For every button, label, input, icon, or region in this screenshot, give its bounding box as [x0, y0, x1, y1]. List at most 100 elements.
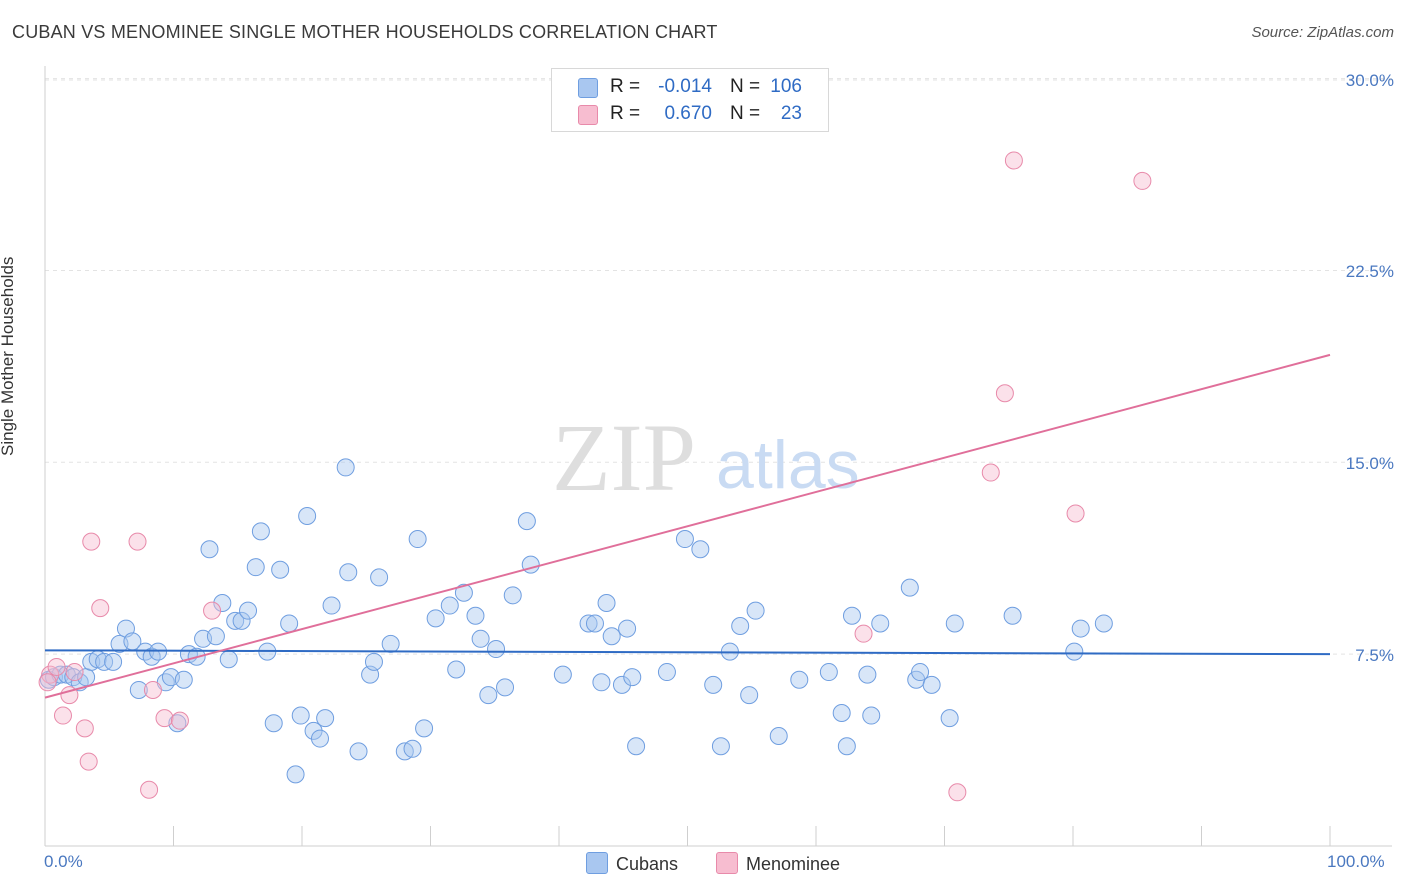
data-point-cubans — [746, 601, 765, 620]
chart-title: CUBAN VS MENOMINEE SINGLE MOTHER HOUSEHO… — [12, 22, 718, 42]
data-point-cubans — [403, 739, 422, 758]
data-point-cubans — [862, 706, 881, 725]
data-point-cubans — [251, 522, 270, 541]
data-point-cubans — [553, 665, 572, 684]
data-point-cubans — [842, 606, 861, 625]
data-point-cubans — [503, 586, 522, 605]
watermark-atlas: atlas — [716, 427, 860, 503]
y-tick-label: 22.5% — [1345, 262, 1394, 282]
correlation-legend: R = -0.014 N = 106 R = 0.670 N = 23 — [551, 68, 829, 132]
data-point-cubans — [623, 668, 642, 687]
watermark-zip: ZIP — [552, 404, 696, 511]
data-point-cubans — [286, 765, 305, 784]
data-point-menominee — [91, 599, 110, 618]
data-point-menominee — [53, 706, 72, 725]
legend-r-value: 0.670 — [664, 103, 712, 124]
legend-row-cubans: R = -0.014 N = 106 — [552, 74, 828, 100]
y-tick-label: 15.0% — [1345, 454, 1394, 474]
data-point-cubans — [466, 606, 485, 625]
data-point-cubans — [627, 737, 646, 756]
data-point-cubans — [298, 507, 317, 526]
data-point-cubans — [832, 703, 851, 722]
data-point-cubans — [291, 706, 310, 725]
data-point-cubans — [1094, 614, 1113, 633]
data-point-menominee — [82, 532, 101, 551]
data-point-cubans — [940, 709, 959, 728]
data-point-cubans — [447, 660, 466, 679]
data-point-cubans — [704, 675, 723, 694]
data-point-menominee — [65, 663, 84, 682]
x-tick-label-max: 100.0% — [1327, 852, 1385, 871]
data-point-cubans — [426, 609, 445, 628]
data-point-cubans — [280, 614, 299, 633]
data-point-menominee — [1133, 171, 1152, 190]
data-point-cubans — [213, 593, 232, 612]
legend-r-label: R = — [610, 76, 641, 97]
bottom-legend-menominee: Menominee — [716, 852, 840, 875]
data-point-cubans — [174, 670, 193, 689]
data-point-cubans — [471, 629, 490, 648]
data-point-cubans — [336, 458, 355, 477]
data-point-menominee — [948, 783, 967, 802]
data-point-cubans — [731, 617, 750, 636]
data-point-menominee — [38, 673, 57, 692]
bottom-legend-swatch-cubans — [586, 852, 608, 874]
data-point-cubans — [440, 596, 459, 615]
data-point-cubans — [858, 665, 877, 684]
data-point-cubans — [304, 721, 323, 740]
legend-swatch-cubans — [578, 78, 598, 98]
data-point-cubans — [226, 611, 245, 630]
data-point-menominee — [155, 709, 174, 728]
data-point-cubans — [310, 729, 329, 748]
data-point-cubans — [602, 627, 621, 646]
data-point-menominee — [140, 780, 159, 799]
trend-line-cubans — [44, 649, 1331, 656]
data-point-cubans — [364, 652, 383, 671]
legend-n-label: N = — [730, 76, 761, 97]
data-point-menominee — [1066, 504, 1085, 523]
data-point-cubans — [691, 540, 710, 559]
data-point-cubans — [657, 663, 676, 682]
data-point-cubans — [316, 709, 335, 728]
data-point-cubans — [675, 530, 694, 549]
data-point-menominee — [143, 680, 162, 699]
data-point-cubans — [618, 619, 637, 638]
data-point-cubans — [370, 568, 389, 587]
data-point-menominee — [995, 384, 1014, 403]
data-point-cubans — [479, 686, 498, 705]
data-point-menominee — [170, 711, 189, 730]
data-point-cubans — [711, 737, 730, 756]
legend-n-value: 106 — [770, 76, 802, 97]
data-point-cubans — [322, 596, 341, 615]
data-point-menominee — [79, 752, 98, 771]
data-point-cubans — [819, 663, 838, 682]
data-point-cubans — [129, 680, 148, 699]
trend-lines — [44, 353, 1331, 699]
data-point-cubans — [487, 640, 506, 659]
trend-line-menominee — [44, 353, 1331, 699]
legend-n-value: 23 — [780, 103, 802, 124]
data-point-menominee — [128, 532, 147, 551]
y-tick-label: 30.0% — [1345, 70, 1394, 90]
data-point-cubans — [1003, 606, 1022, 625]
data-point-cubans — [597, 593, 616, 612]
data-point-cubans — [415, 719, 434, 738]
data-point-menominee — [854, 624, 873, 643]
data-point-cubans — [592, 673, 611, 692]
legend-swatch-menominee — [578, 105, 598, 125]
data-point-cubans — [239, 601, 258, 620]
data-point-cubans — [837, 737, 856, 756]
legend-r-value: -0.014 — [658, 76, 712, 97]
data-point-cubans — [271, 560, 290, 579]
bottom-legend-swatch-menominee — [716, 852, 738, 874]
data-point-cubans — [200, 540, 219, 559]
data-point-cubans — [769, 727, 788, 746]
data-point-cubans — [381, 634, 400, 653]
bottom-legend-label-cubans: Cubans — [616, 854, 679, 874]
bottom-legend-cubans: Cubans — [586, 852, 678, 875]
data-point-cubans — [911, 663, 930, 682]
data-point-cubans — [454, 583, 473, 602]
data-point-cubans — [579, 614, 598, 633]
data-point-menominee — [981, 463, 1000, 482]
